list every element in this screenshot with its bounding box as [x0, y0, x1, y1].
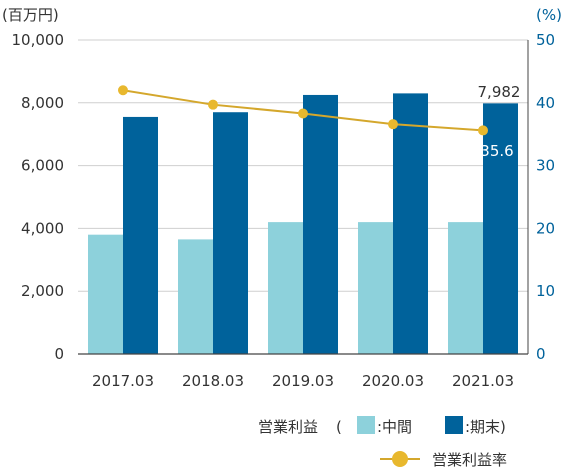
legend-line: 営業利益率	[380, 451, 507, 469]
bar-interim	[448, 222, 483, 354]
legend-yearend-label: :期末)	[465, 418, 506, 436]
rate-point	[298, 108, 308, 119]
bar-yearend	[123, 116, 158, 355]
right-tick-label: 10	[536, 282, 555, 300]
x-tick-label: 2017.03	[92, 372, 154, 390]
left-tick-label: 2,000	[21, 282, 64, 300]
rate-point	[478, 125, 488, 136]
x-tick-label: 2021.03	[452, 372, 514, 390]
legend-swatch-yearend	[445, 416, 463, 434]
last-bar-value-label: 7,982	[478, 83, 521, 101]
rate-point	[208, 99, 218, 110]
rate-line	[118, 85, 488, 136]
x-tick-label: 2018.03	[182, 372, 244, 390]
bar-interim	[268, 222, 303, 354]
rate-point	[388, 119, 398, 130]
legend-line-label: 営業利益率	[432, 451, 507, 469]
bar-interim	[88, 234, 123, 354]
bar-interim	[358, 222, 393, 354]
axes	[78, 40, 529, 355]
right-tick-label: 50	[536, 31, 555, 49]
right-tick-label: 20	[536, 219, 555, 237]
legend-line-marker	[392, 451, 408, 467]
left-tick-label: 0	[54, 345, 64, 363]
right-tick-label: 0	[536, 345, 546, 363]
x-tick-label: 2020.03	[362, 372, 424, 390]
legend-open-paren: (	[336, 418, 342, 436]
bar-interim	[178, 239, 213, 354]
bar-yearend	[213, 112, 248, 354]
bar-yearend	[393, 93, 428, 354]
bars	[88, 93, 518, 355]
left-axis-unit: (百万円)	[2, 6, 59, 24]
bar-yearend	[483, 103, 518, 354]
last-rate-value-label: 35.6	[480, 142, 513, 160]
right-axis-unit: (%)	[536, 6, 562, 24]
left-tick-label: 4,000	[21, 219, 64, 237]
left-tick-label: 8,000	[21, 94, 64, 112]
right-tick-label: 40	[536, 94, 555, 112]
left-tick-label: 6,000	[21, 157, 64, 175]
x-tick-label: 2019.03	[272, 372, 334, 390]
right-tick-label: 30	[536, 157, 555, 175]
labels: 0 2,000 4,000 6,000 8,000 10,000 0 10 20 30 40 50 20…	[12, 31, 556, 390]
legend-swatch-interim	[357, 416, 375, 434]
legend-prefix: 営業利益	[258, 418, 318, 436]
bar-yearend	[303, 94, 338, 354]
legend-interim-label: :中間	[377, 418, 412, 436]
rate-point	[118, 85, 128, 96]
left-tick-label: 10,000	[12, 31, 65, 49]
legend-bars: 営業利益 ( :中間 :期末)	[258, 416, 506, 436]
